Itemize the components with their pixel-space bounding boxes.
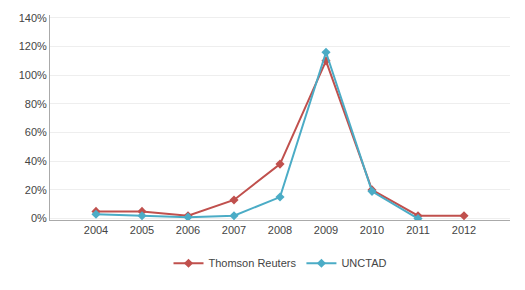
svg-text:60%: 60% <box>25 126 47 138</box>
svg-text:120%: 120% <box>19 40 47 52</box>
svg-text:140%: 140% <box>19 12 47 24</box>
svg-text:2007: 2007 <box>222 224 246 236</box>
svg-text:2006: 2006 <box>176 224 200 236</box>
svg-text:Thomson Reuters: Thomson Reuters <box>209 257 297 269</box>
svg-text:UNCTAD: UNCTAD <box>341 257 386 269</box>
svg-text:40%: 40% <box>25 155 47 167</box>
svg-text:100%: 100% <box>19 69 47 81</box>
svg-text:2011: 2011 <box>406 224 430 236</box>
svg-text:20%: 20% <box>25 184 47 196</box>
svg-text:0%: 0% <box>31 212 47 224</box>
svg-text:80%: 80% <box>25 98 47 110</box>
svg-text:2012: 2012 <box>452 224 476 236</box>
svg-text:2010: 2010 <box>360 224 384 236</box>
svg-text:2005: 2005 <box>130 224 154 236</box>
svg-text:2004: 2004 <box>84 224 108 236</box>
svg-text:2008: 2008 <box>268 224 292 236</box>
svg-text:2009: 2009 <box>314 224 338 236</box>
